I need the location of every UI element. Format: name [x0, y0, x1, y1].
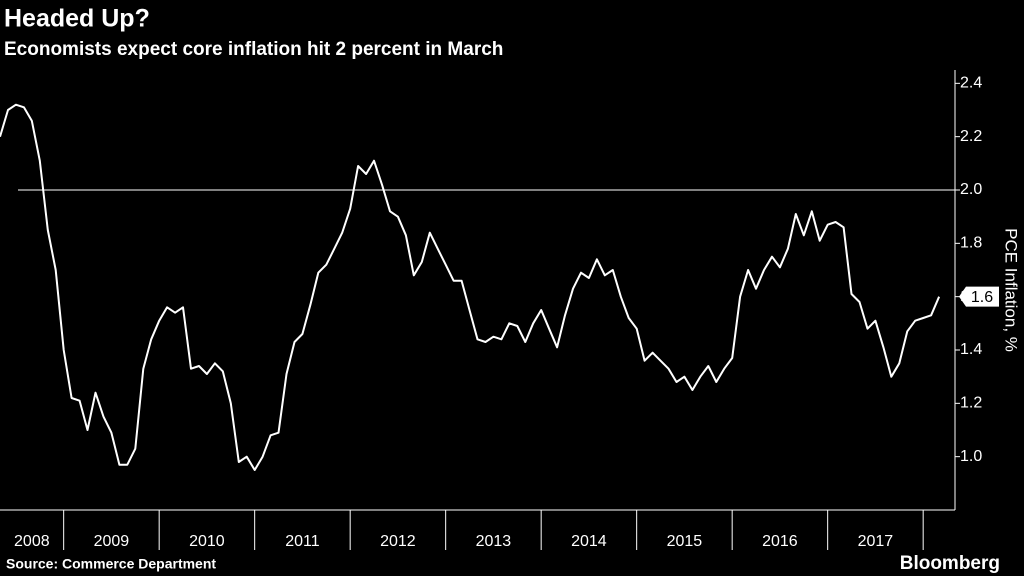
y-tick-label: 1.4	[960, 341, 982, 358]
y-tick-label: 1.0	[960, 448, 982, 465]
x-tick-label: 2011	[285, 533, 320, 550]
last-value-tag	[959, 286, 999, 307]
x-tick-label: 2013	[476, 533, 512, 550]
y-tick-label: 1.2	[960, 395, 982, 412]
x-tick-label: 2014	[571, 533, 607, 550]
brand-logo: Bloomberg	[900, 553, 1000, 574]
y-tick-label: 1.8	[960, 235, 982, 252]
chart-subtitle: Economists expect core inflation hit 2 p…	[4, 39, 503, 60]
x-tick-label: 2017	[858, 533, 894, 550]
chart-title: Headed Up?	[4, 5, 150, 33]
x-tick-label: 2016	[762, 533, 798, 550]
x-tick-label: 2015	[667, 533, 703, 550]
y-tick-label: 2.0	[960, 181, 982, 198]
x-tick-label: 2008	[14, 533, 50, 550]
x-tick-label: 2009	[94, 533, 130, 550]
y-axis-label: PCE Inflation, %	[1002, 228, 1021, 352]
y-tick-label: 2.4	[960, 75, 982, 92]
source-note: Source: Commerce Department	[6, 556, 216, 572]
last-value-label: 1.6	[971, 289, 993, 306]
x-tick-label: 2010	[189, 533, 225, 550]
x-tick-label: 2012	[380, 533, 416, 550]
y-tick-label: 2.2	[960, 128, 982, 145]
data-line	[0, 103, 941, 471]
